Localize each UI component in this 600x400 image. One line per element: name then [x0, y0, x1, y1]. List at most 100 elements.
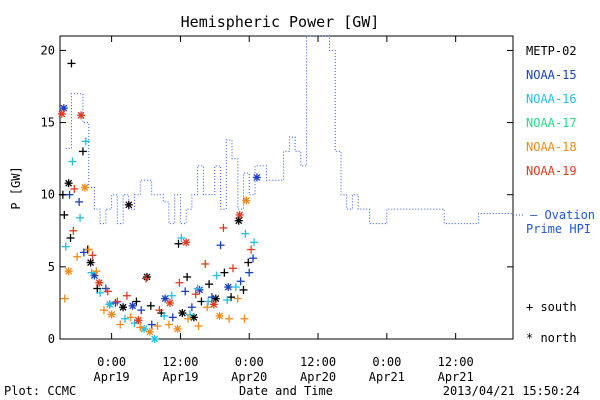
south-data-point [142, 274, 151, 283]
north-data-point [95, 278, 104, 287]
south-data-point [203, 303, 212, 312]
legend-entry: NOAA-16 [526, 92, 577, 106]
plot-timestamp: 2013/04/21 15:50:24 [443, 384, 580, 398]
south-data-point [103, 287, 112, 296]
x-tick-day-label: Apr20 [300, 370, 336, 384]
north-data-point [224, 283, 233, 292]
north-data-point [59, 104, 68, 113]
legend-entry: METP-02 [526, 44, 577, 58]
north-data-point [86, 258, 95, 267]
south-data-point [193, 284, 202, 293]
north-data-point [195, 285, 204, 294]
north-data-point [57, 109, 66, 118]
x-tick-time-label: 12:00 [162, 355, 198, 369]
south-data-point [116, 320, 125, 329]
south-data-point [66, 234, 75, 242]
north-data-point [242, 196, 251, 205]
south-data-point [137, 306, 146, 315]
south-data-point [153, 322, 162, 331]
south-data-point [92, 267, 101, 276]
south-data-point [250, 238, 259, 247]
south-data-point [197, 297, 206, 306]
plot-credit: Plot: CCMC [4, 384, 76, 398]
ovation-line-layer [65, 35, 513, 225]
south-data-point [240, 314, 249, 323]
ovation-hpi-line [65, 35, 513, 225]
ovation-legend-label-2: Prime HPI [526, 222, 591, 236]
y-tick-label: 10 [41, 188, 55, 202]
south-data-point [79, 248, 88, 257]
north-marker-legend: * north [526, 331, 577, 345]
x-tick-time-label: 0:00 [372, 355, 401, 369]
south-data-point [146, 301, 155, 310]
south-data-point [207, 293, 216, 302]
south-data-point [69, 226, 78, 235]
south-data-point [136, 323, 145, 332]
y-tick-label: 15 [41, 116, 55, 130]
south-data-point [99, 306, 108, 315]
south-data-point [233, 294, 242, 303]
legend-entry: NOAA-19 [526, 164, 577, 178]
north-data-point [80, 183, 89, 192]
north-data-point [134, 316, 143, 325]
north-data-point [145, 327, 154, 336]
south-data-point [183, 272, 192, 281]
north-data-point [211, 294, 220, 303]
south-data-point [65, 190, 74, 199]
south-data-point [175, 278, 184, 287]
south-data-point [60, 210, 69, 219]
south-data-point [113, 297, 122, 306]
y-tick-label: 0 [48, 332, 55, 346]
south-data-point [184, 314, 193, 323]
south-data-point [220, 268, 229, 277]
x-tick-day-label: Apr19 [94, 370, 130, 384]
legend-entry: NOAA-17 [526, 116, 577, 130]
series-legend: METP-02 NOAA-15 NOAA-16 NOAA-17 NOAA-18 NOAA-… [526, 44, 577, 178]
south-data-point [228, 264, 237, 273]
south-data-point [75, 197, 84, 206]
data-points-layer [57, 59, 261, 343]
south-data-point [88, 251, 97, 260]
south-data-point [120, 314, 129, 323]
x-tick-day-label: Apr20 [231, 370, 267, 384]
south-data-point [93, 284, 102, 293]
x-tick-time-label: 12:00 [438, 355, 474, 369]
plot-frame [59, 35, 514, 340]
north-data-point [128, 301, 137, 310]
south-data-point [241, 229, 250, 238]
south-data-point [73, 252, 82, 261]
north-data-point [105, 300, 114, 309]
north-data-point [215, 311, 224, 320]
south-data-point [96, 288, 105, 297]
south-data-point [247, 245, 256, 254]
north-data-point [178, 309, 187, 318]
south-data-point [126, 313, 135, 322]
north-data-point [64, 179, 73, 188]
north-data-point [107, 310, 116, 319]
south-data-point [76, 213, 85, 222]
x-tick-day-label: Apr21 [438, 370, 474, 384]
south-data-point [185, 310, 194, 319]
south-data-point [155, 306, 164, 315]
south-data-point [168, 313, 177, 322]
south-data-point [164, 320, 173, 329]
south-data-point [167, 291, 176, 300]
north-data-point [142, 272, 151, 281]
south-data-point [84, 245, 93, 254]
north-data-point [252, 173, 261, 182]
south-data-point [194, 322, 203, 331]
north-data-point [235, 210, 244, 219]
south-data-point [67, 59, 76, 68]
south-data-point [249, 254, 258, 263]
north-data-point [182, 238, 191, 247]
x-tick-time-label: 12:00 [300, 355, 336, 369]
north-data-point [173, 324, 182, 333]
north-data-point [64, 267, 73, 276]
south-data-point [160, 311, 169, 320]
south-data-point [212, 271, 221, 280]
south-data-point [245, 268, 254, 277]
south-data-point [111, 298, 120, 307]
x-axis-label: Date and Time [239, 384, 333, 398]
south-data-point [191, 290, 200, 299]
